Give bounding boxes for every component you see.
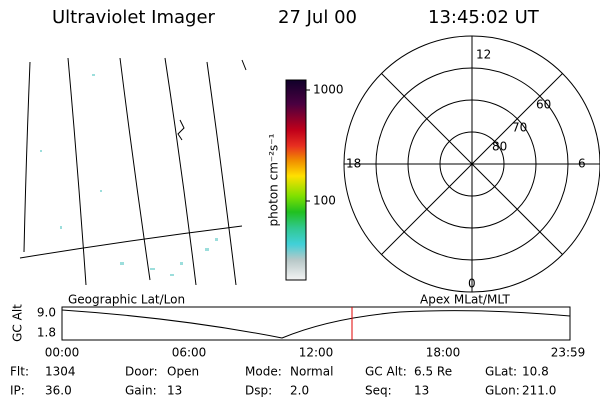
time: 13:45:02 UT — [428, 7, 540, 28]
info-label: Seq: — [365, 384, 392, 398]
info-label: IP: — [10, 384, 25, 398]
info-value: 10.8 — [522, 365, 549, 379]
info-value: 211.0 — [522, 384, 556, 398]
mlt-label: 12 — [476, 48, 491, 62]
info-value: Normal — [290, 365, 333, 379]
x-tick-label: 18:00 — [426, 346, 461, 360]
polar-grid — [343, 35, 600, 293]
info-label: Flt: — [10, 365, 29, 379]
info-label: Gain: — [125, 384, 157, 398]
info-value: 2.0 — [290, 384, 309, 398]
orbit-left-title: Geographic Lat/Lon — [68, 293, 185, 307]
info-value: 1304 — [45, 365, 76, 379]
info-value: Open — [167, 365, 199, 379]
date: 27 Jul 00 — [278, 7, 357, 28]
geographic-map — [19, 57, 247, 286]
info-label: Dsp: — [245, 384, 272, 398]
x-tick-label: 06:00 — [172, 346, 207, 360]
orbit-right-title: Apex MLat/MLT — [420, 293, 510, 307]
orbit-frame — [61, 306, 571, 341]
info-value: 13 — [414, 384, 429, 398]
mlt-label: 18 — [346, 157, 361, 171]
mlt-label: 0 — [468, 277, 476, 291]
info-value: 6.5 Re — [414, 365, 452, 379]
info-label: GC Alt: — [365, 365, 407, 379]
info-label: GLon: — [485, 384, 520, 398]
lat-label: 70 — [512, 121, 527, 135]
lat-label: 60 — [536, 98, 551, 112]
info-panel: Flt: 1304 IP: 36.0 Door: Open Gain: 13 Mode: Norm… — [10, 365, 556, 398]
mlt-label: 6 — [578, 157, 586, 171]
y-axis-label: GC Alt — [11, 304, 25, 342]
y-tick-label: 1.8 — [37, 326, 56, 340]
y-tick-label: 9.0 — [37, 306, 56, 320]
orbit-curve — [61, 309, 571, 339]
lat-label: 80 — [492, 140, 507, 154]
colorbar-label: photon cm⁻²s⁻¹ — [267, 133, 281, 226]
info-value: 13 — [167, 384, 182, 398]
instrument-title: Ultraviolet Imager — [52, 7, 216, 28]
colorbar-tick-label: 1000 — [313, 83, 344, 97]
colorbar — [285, 79, 307, 281]
aurora-specks — [40, 74, 218, 276]
info-label: GLat: — [485, 365, 517, 379]
x-tick-label: 00:00 — [45, 346, 80, 360]
info-value: 36.0 — [45, 384, 72, 398]
x-tick-label: 12:00 — [299, 346, 334, 360]
x-tick-label: 23:59 — [551, 346, 586, 360]
colorbar-tick-label: 100 — [313, 194, 336, 208]
info-label: Door: — [125, 365, 158, 379]
info-label: Mode: — [245, 365, 282, 379]
